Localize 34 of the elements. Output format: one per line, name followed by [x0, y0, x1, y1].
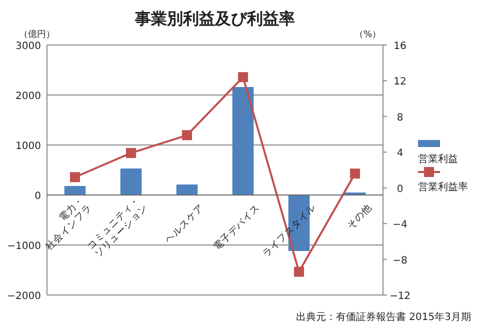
- legend-label: 営業利益率: [418, 181, 468, 193]
- y-tick-label: 2000: [16, 91, 41, 102]
- y2-tick-label: 4: [396, 148, 404, 160]
- point: [350, 168, 360, 179]
- bar: [176, 184, 198, 195]
- x-tick-label: ヘルスケア: [163, 202, 206, 246]
- y2-tick-label: 8: [396, 112, 404, 124]
- x-tick-label: その他: [344, 202, 374, 232]
- point: [294, 266, 304, 277]
- y-tick-label: −1000: [7, 241, 41, 252]
- y-tick-label: 0: [34, 191, 41, 202]
- y-tick-label: 3000: [16, 41, 41, 52]
- bar: [232, 87, 254, 195]
- point: [238, 72, 248, 82]
- point: [70, 172, 80, 182]
- y2-tick-label: −12: [389, 291, 411, 302]
- x-tick-label: ライフスタイル: [260, 202, 318, 260]
- y-tick-label: 1000: [16, 141, 41, 152]
- y2-tick-label: 16: [394, 41, 406, 52]
- x-tick-label: 電子デバイス: [212, 202, 262, 253]
- chart-title: 事業別利益及び利益率: [134, 9, 295, 28]
- y2-axis-title: （%）: [354, 30, 381, 40]
- y-axis-title: （億円）: [19, 29, 55, 40]
- text: 出典元：有価証券報告書 2015年3月期: [296, 311, 471, 323]
- y2-tick-label: 12: [394, 76, 406, 88]
- bar: [64, 186, 86, 195]
- y2-tick-label: −4: [392, 220, 408, 231]
- y2-tick-label: −8: [392, 255, 408, 266]
- legend-label: 営業利益: [418, 153, 458, 165]
- bar: [120, 168, 142, 195]
- y2-tick-label: 0: [396, 184, 404, 195]
- y-tick-label: −2000: [7, 291, 41, 302]
- point: [126, 148, 136, 158]
- point: [182, 130, 192, 140]
